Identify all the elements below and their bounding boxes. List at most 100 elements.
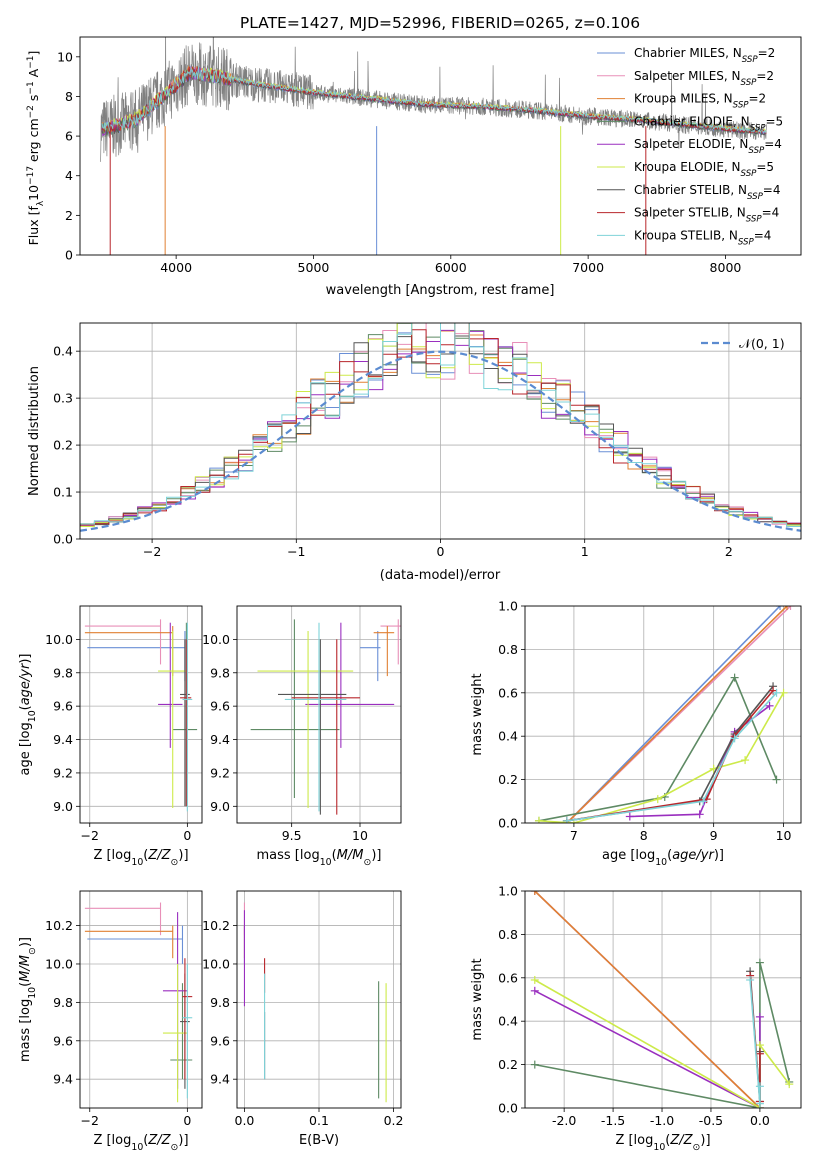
legend-label: Kroupa MILES, NSSP=2 bbox=[634, 92, 766, 111]
legend-label: Kroupa ELODIE, NSSP=5 bbox=[634, 160, 774, 179]
y-axis-label: Flux [fλ10−17 erg cm−2 s−1 A−1] bbox=[26, 51, 46, 246]
y-tick-label: 2 bbox=[65, 208, 73, 223]
y-tick-label: 0.4 bbox=[498, 1014, 518, 1029]
y-axis-label: mass weight bbox=[470, 958, 485, 1040]
y-tick-label: 9.4 bbox=[53, 1072, 73, 1087]
y-tick-label: 0 bbox=[65, 248, 73, 263]
y-tick-label: 0.6 bbox=[498, 970, 518, 985]
axes-age-vs-Z: −2 0 9.0 9.2 9.4 9.6 9.8 10.0 Z [log10(Z/Z⊙)] age… bbox=[18, 605, 203, 868]
plot-area bbox=[525, 606, 801, 823]
x-tick-label: -2.0 bbox=[552, 1113, 576, 1128]
legend: Chabrier MILES, NSSP=2 Salpeter MILES, NS… bbox=[597, 46, 783, 247]
figure-title: PLATE=1427, MJD=52996, FIBERID=0265, z=0… bbox=[240, 14, 640, 32]
axes-weight-vs-age: 7 8 9 10 0.0 0.2 0.4 0.6 0.8 1.0 age [log10(age/yr… bbox=[470, 599, 802, 868]
y-tick-label: 9.2 bbox=[53, 765, 73, 780]
y-tick-label: 9.8 bbox=[210, 665, 230, 680]
x-axis-label: mass [log10(M/M⊙)] bbox=[257, 848, 382, 868]
y-tick-label: 0.8 bbox=[498, 927, 518, 942]
axes-frame bbox=[524, 605, 802, 824]
x-tick-label: 0.2 bbox=[384, 1113, 404, 1128]
x-tick-label: 9 bbox=[710, 828, 718, 843]
y-tick-label: 8 bbox=[65, 89, 73, 104]
y-tick-label: 9.6 bbox=[210, 1033, 230, 1048]
x-tick-label: −2 bbox=[81, 1113, 99, 1128]
x-tick-label: 10 bbox=[776, 828, 792, 843]
y-tick-label: 0.6 bbox=[498, 685, 518, 700]
legend-label: Salpeter ELODIE, NSSP=4 bbox=[634, 137, 782, 156]
axes-mass-vs-Z: −2 0 9.4 9.6 9.8 10.0 10.2 Z [log10(Z/Z⊙)] mass … bbox=[18, 890, 203, 1153]
y-tick-label: 0.2 bbox=[498, 1057, 518, 1072]
weight-line bbox=[534, 990, 761, 1108]
weight-line bbox=[566, 685, 774, 822]
legend-label: Chabrier MILES, NSSP=2 bbox=[634, 46, 775, 65]
model-spectrum-line bbox=[101, 66, 767, 134]
x-tick-label: -0.5 bbox=[699, 1113, 723, 1128]
axes-frame bbox=[236, 605, 402, 824]
y-tick-label: 9.0 bbox=[53, 799, 73, 814]
plot-area bbox=[237, 891, 401, 1108]
y-tick-label: 0.2 bbox=[498, 772, 518, 787]
legend-label: Salpeter STELIB, NSSP=4 bbox=[634, 206, 779, 225]
x-tick-label: −2 bbox=[143, 544, 161, 559]
y-tick-label: 9.6 bbox=[53, 1033, 73, 1048]
y-tick-label: 10.0 bbox=[202, 632, 230, 647]
axes-frame bbox=[524, 890, 802, 1109]
y-axis-label: age [log10(age/yr)] bbox=[18, 653, 38, 775]
x-tick-label: 0.1 bbox=[309, 1113, 329, 1128]
y-axis-label: Normed distribution bbox=[27, 366, 42, 496]
x-tick-label: −1 bbox=[287, 544, 305, 559]
y-tick-label: 10.0 bbox=[45, 632, 73, 647]
plot-area bbox=[80, 323, 801, 539]
y-tick-label: 10.2 bbox=[45, 918, 73, 933]
x-tick-label: 0 bbox=[183, 828, 191, 843]
legend-label: Chabrier STELIB, NSSP=4 bbox=[634, 183, 781, 202]
legend-label: Salpeter MILES, NSSP=2 bbox=[634, 69, 774, 88]
legend-label: 𝒩(0, 1) bbox=[739, 336, 785, 351]
x-tick-label: 2 bbox=[725, 544, 733, 559]
x-tick-label: -1.5 bbox=[601, 1113, 625, 1128]
x-axis-label: (data-model)/error bbox=[380, 568, 501, 583]
x-tick-label: 1 bbox=[581, 544, 589, 559]
x-tick-label: 10 bbox=[352, 828, 368, 843]
weight-line bbox=[749, 979, 761, 1104]
axes-frame bbox=[79, 890, 203, 1109]
x-tick-label: 0 bbox=[183, 1113, 191, 1128]
histogram-step bbox=[80, 323, 801, 527]
weight-line bbox=[566, 690, 774, 822]
x-axis-label: Z [log10(Z/Z⊙)] bbox=[93, 848, 188, 868]
plot-area bbox=[525, 891, 801, 1108]
y-axis-label: mass [log10(M/M⊙)] bbox=[18, 937, 38, 1062]
axes-spectrum: 4000 5000 6000 7000 8000 0 2 4 6 8 10 wavelength [A… bbox=[26, 36, 802, 298]
x-axis-label: E(B-V) bbox=[299, 1133, 339, 1148]
y-tick-label: 9.0 bbox=[210, 799, 230, 814]
x-tick-label: 0 bbox=[437, 544, 445, 559]
axes-frame bbox=[79, 605, 203, 824]
x-tick-label: 7000 bbox=[572, 260, 604, 275]
y-tick-label: 0.0 bbox=[498, 816, 518, 831]
plot-area bbox=[237, 606, 401, 823]
y-tick-label: 10.0 bbox=[45, 956, 73, 971]
axes-age-vs-mass: 9.5 10 9.0 9.2 9.4 9.6 9.8 10.0 mass [log10(M/M⊙… bbox=[202, 605, 402, 868]
histogram-step bbox=[80, 323, 801, 527]
y-tick-label: 9.4 bbox=[53, 732, 73, 747]
weight-line bbox=[566, 692, 778, 822]
x-axis-label: Z [log10(Z/Z⊙)] bbox=[93, 1133, 188, 1153]
y-tick-label: 9.8 bbox=[53, 995, 73, 1010]
y-tick-label: 9.6 bbox=[53, 699, 73, 714]
weight-line bbox=[538, 692, 785, 823]
x-tick-label: 8 bbox=[640, 828, 648, 843]
axes-frame bbox=[79, 36, 802, 256]
y-tick-label: 0.1 bbox=[53, 485, 73, 500]
y-tick-label: 9.6 bbox=[210, 699, 230, 714]
y-tick-label: 0.0 bbox=[53, 532, 73, 547]
x-axis-label: age [log10(age/yr)] bbox=[602, 848, 724, 868]
x-tick-label: 6000 bbox=[435, 260, 467, 275]
y-tick-label: 0.2 bbox=[53, 438, 73, 453]
legend-label: Kroupa STELIB, NSSP=4 bbox=[634, 228, 771, 247]
y-tick-label: 9.4 bbox=[210, 732, 230, 747]
legend-label: Chabrier ELODIE, NSSP=5 bbox=[634, 114, 783, 133]
x-tick-label: 8000 bbox=[710, 260, 742, 275]
plot-area bbox=[80, 606, 202, 823]
y-tick-label: 6 bbox=[65, 129, 73, 144]
